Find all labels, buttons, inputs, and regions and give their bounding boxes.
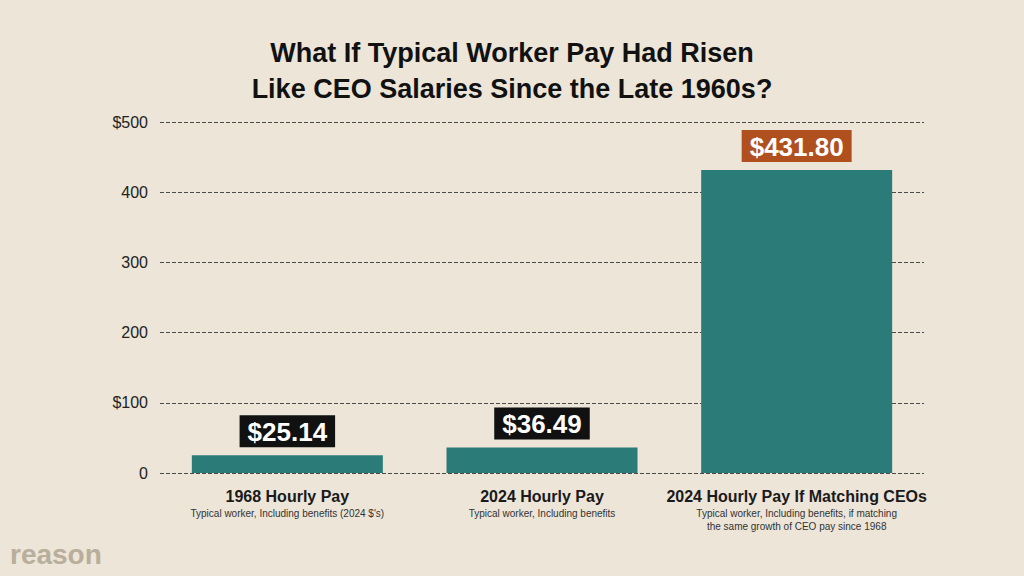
svg-text:the same growth of CEO pay sin: the same growth of CEO pay since 1968 (707, 521, 887, 532)
svg-text:Like CEO Salaries Since the La: Like CEO Salaries Since the Late 1960s? (252, 74, 773, 104)
svg-text:300: 300 (121, 254, 148, 271)
svg-text:$25.14: $25.14 (248, 417, 328, 447)
svg-text:reason: reason (10, 539, 102, 570)
svg-text:200: 200 (121, 324, 148, 341)
svg-text:Typical worker, Including bene: Typical worker, Including benefits, if m… (696, 508, 897, 519)
svg-text:$500: $500 (112, 114, 148, 131)
svg-text:$431.80: $431.80 (750, 132, 844, 162)
svg-text:0: 0 (139, 465, 148, 482)
svg-text:2024 Hourly Pay If Matching CE: 2024 Hourly Pay If Matching CEOs (666, 488, 927, 505)
svg-text:$100: $100 (112, 394, 148, 411)
svg-text:2024 Hourly Pay: 2024 Hourly Pay (480, 488, 604, 505)
svg-text:What If Typical Worker Pay Had: What If Typical Worker Pay Had Risen (270, 38, 754, 68)
svg-text:$36.49: $36.49 (502, 409, 582, 439)
svg-text:400: 400 (121, 184, 148, 201)
svg-text:1968 Hourly Pay: 1968 Hourly Pay (226, 488, 350, 505)
svg-text:Typical worker, Including bene: Typical worker, Including benefits (469, 508, 616, 519)
svg-text:Typical worker, Including bene: Typical worker, Including benefits (2024… (190, 508, 384, 519)
